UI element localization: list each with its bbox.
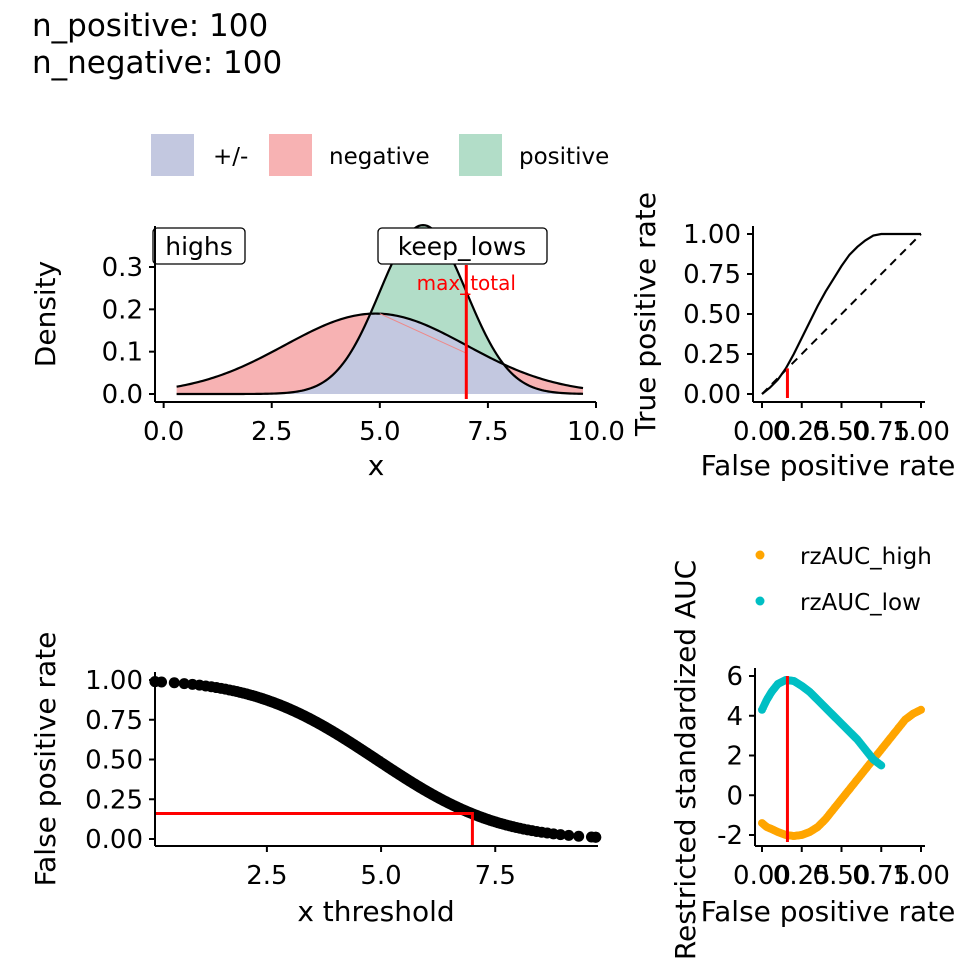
density-y-tick-label: 0.2 — [102, 295, 143, 325]
rzauc-y-tick-label: 4 — [726, 702, 743, 732]
roc-y-tick-label: 0.25 — [683, 340, 741, 370]
rzauc-x-tick-label: 0.50 — [813, 861, 871, 891]
rzauc-y-label: Restricted standardized AUC — [669, 560, 702, 960]
roc-curve — [761, 232, 921, 395]
legend-label-positive: positive — [519, 144, 609, 170]
legend-key-pm — [151, 134, 194, 176]
overlap-area — [176, 313, 584, 394]
rzAUC_low-points — [758, 675, 886, 770]
keep-lows-label: keep_lows — [398, 232, 526, 261]
fpr-point — [178, 678, 190, 690]
fpr-y-tick-label: 0.75 — [85, 706, 143, 736]
fpr-x-label: x threshold — [297, 895, 454, 928]
header: n_positive: 100 n_negative: 100 — [32, 8, 282, 82]
density-x-tick-label: 10.0 — [567, 417, 625, 447]
legend-key-rzauc-high — [755, 550, 765, 560]
rzauc-x-tick-label: 0.00 — [733, 861, 791, 891]
fpr-y-tick-label: 0.50 — [85, 746, 143, 776]
density-x-tick-label: 7.5 — [467, 417, 508, 447]
fpr-x-tick-label: 2.5 — [246, 861, 287, 891]
fpr-y-tick-label: 0.25 — [85, 785, 143, 815]
rzauc-x-tick-label: 0.25 — [773, 861, 831, 891]
roc-x-label: False positive rate — [701, 449, 956, 482]
fpr-y-tick-label: 0.00 — [85, 825, 143, 855]
threshold-label: max_total — [417, 271, 516, 295]
n-negative-label: n_negative: 100 — [32, 45, 283, 81]
highs-label: highs — [165, 232, 233, 261]
legend-key-negative — [269, 134, 312, 176]
fpr-x-tick-label: 7.5 — [475, 861, 516, 891]
legend-label-rzauc-high: rzAUC_high — [800, 544, 932, 570]
fpr-y-tick-label: 1.00 — [85, 666, 143, 696]
fpr-point — [563, 829, 575, 841]
fpr-point — [168, 677, 180, 689]
density-x-label: x — [368, 449, 385, 482]
positive-density-line — [176, 224, 584, 396]
density-x-tick-label: 2.5 — [251, 417, 292, 447]
legend-key-rzauc-low — [755, 596, 765, 606]
legend-key-positive — [459, 134, 502, 176]
roc-y-label: True positive rate — [629, 192, 662, 437]
density-y-tick-label: 0.1 — [102, 338, 143, 368]
keep-lows-box — [377, 227, 548, 265]
roc-y-tick-label: 0.00 — [683, 380, 741, 410]
roc-x-tick-label: 1.00 — [892, 417, 950, 447]
density-x-tick-label: 0.0 — [143, 417, 184, 447]
roc-y-tick-label: 0.75 — [683, 260, 741, 290]
density-y-tick-label: 0.0 — [102, 380, 143, 410]
roc-y-tick-label: 0.50 — [683, 300, 741, 330]
rzauc-y-tick-label: 2 — [726, 742, 743, 772]
legend-label-pm: +/- — [213, 144, 248, 170]
rzauc-x-tick-label: 1.00 — [892, 861, 950, 891]
roc-x-tick-label: 0.00 — [733, 417, 791, 447]
legend-label-negative: negative — [329, 144, 430, 170]
fpr-point — [156, 676, 168, 688]
fpr-point — [573, 830, 585, 842]
roc-x-tick-label: 0.25 — [773, 417, 831, 447]
n-positive-label: n_positive: 100 — [32, 8, 269, 44]
fpr-points — [149, 676, 602, 843]
rzauc-y-tick-label: 6 — [726, 662, 743, 692]
highs-box — [152, 227, 246, 265]
rzAUC_high-point — [917, 705, 925, 714]
roc-diagonal — [761, 233, 922, 395]
rzauc-y-tick-label: -2 — [717, 821, 743, 851]
density-y-label: Density — [29, 261, 62, 367]
rzauc-y-tick-label: 0 — [726, 781, 743, 811]
fpr-threshold-marker — [155, 812, 474, 846]
fpr-y-label: False positive rate — [29, 632, 62, 887]
roc-x-tick-label: 0.75 — [852, 417, 910, 447]
fpr-x-tick-label: 5.0 — [360, 861, 401, 891]
rzauc-x-tick-label: 0.75 — [852, 861, 910, 891]
density-y-tick-label: 0.3 — [102, 253, 143, 283]
legend-label-rzauc-low: rzAUC_low — [800, 590, 921, 616]
fpr-point — [555, 829, 567, 841]
rzAUC_low-point — [877, 761, 886, 770]
fpr-point — [590, 831, 602, 843]
rzauc-x-label: False positive rate — [701, 895, 956, 928]
roc-x-tick-label: 0.50 — [813, 417, 871, 447]
roc-y-tick-label: 1.00 — [683, 220, 741, 250]
density-connector — [379, 313, 467, 354]
density-x-tick-label: 5.0 — [359, 417, 400, 447]
positive-area — [176, 225, 584, 394]
